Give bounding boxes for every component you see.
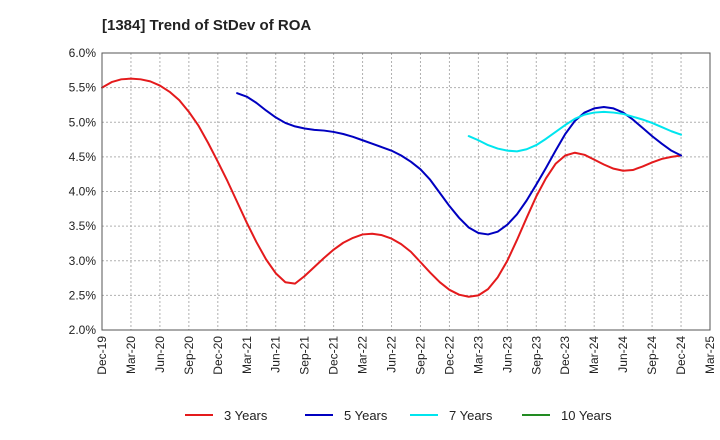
- y-tick-label: 5.5%: [69, 81, 97, 95]
- y-tick-label: 3.0%: [69, 254, 97, 268]
- x-tick-label: Sep-24: [645, 336, 659, 375]
- y-tick-label: 6.0%: [69, 46, 97, 60]
- chart-title: [1384] Trend of StDev of ROA: [102, 17, 311, 34]
- x-tick-label: Dec-23: [558, 336, 572, 375]
- y-tick-label: 4.5%: [69, 150, 97, 164]
- y-tick-label: 5.0%: [69, 115, 97, 129]
- x-tick-label: Sep-23: [529, 336, 543, 375]
- x-tick-label: Mar-22: [356, 336, 370, 374]
- grid: [101, 52, 711, 331]
- x-tick-label: Jun-20: [153, 336, 167, 373]
- x-tick-label: Mar-21: [240, 336, 254, 374]
- x-tick-label: Sep-22: [413, 336, 427, 375]
- x-tick-label: Sep-21: [298, 336, 312, 375]
- legend-label-2: 5 Years: [344, 408, 388, 423]
- legend-label-4: 10 Years: [561, 408, 612, 423]
- y-tick-label: 2.5%: [69, 288, 97, 302]
- x-tick-label: Jun-22: [385, 336, 399, 373]
- x-tick-label: Dec-21: [327, 336, 341, 375]
- x-tick-label: Mar-20: [124, 336, 138, 374]
- x-tick-label: Dec-19: [95, 336, 109, 375]
- x-tick-label: Jun-24: [616, 336, 630, 373]
- x-tick-label: Mar-24: [587, 336, 601, 374]
- x-tick-label: Sep-20: [182, 336, 196, 375]
- x-tick-label: Mar-23: [471, 336, 485, 374]
- y-tick-label: 3.5%: [69, 219, 97, 233]
- x-tick-label: Mar-25: [703, 336, 717, 374]
- x-tick-label: Dec-20: [211, 336, 225, 375]
- plot-frame: [101, 52, 711, 331]
- y-tick-label: 2.0%: [69, 323, 97, 337]
- legend-label-3: 7 Years: [449, 408, 493, 423]
- series-lines: [101, 77, 683, 298]
- legend: 3 Years 5 Years 7 Years 10 Years: [185, 408, 612, 423]
- legend-label-1: 3 Years: [224, 408, 268, 423]
- series-line-2: [236, 92, 683, 236]
- series-line-3: [467, 110, 683, 153]
- series-line-1: [101, 77, 683, 298]
- x-axis-ticks: Dec-19 Mar-20 Jun-20 Sep-20 Dec-20 Mar-21 Jun-…: [95, 336, 717, 375]
- y-tick-label: 4.0%: [69, 185, 97, 199]
- y-axis-ticks: 2.0% 2.5% 3.0% 3.5% 4.0% 4.5% 5.0% 5.5% 6.0%: [69, 46, 97, 337]
- x-tick-label: Dec-24: [674, 336, 688, 375]
- x-tick-label: Jun-21: [269, 336, 283, 373]
- x-tick-label: Jun-23: [500, 336, 514, 373]
- x-tick-label: Dec-22: [442, 336, 456, 375]
